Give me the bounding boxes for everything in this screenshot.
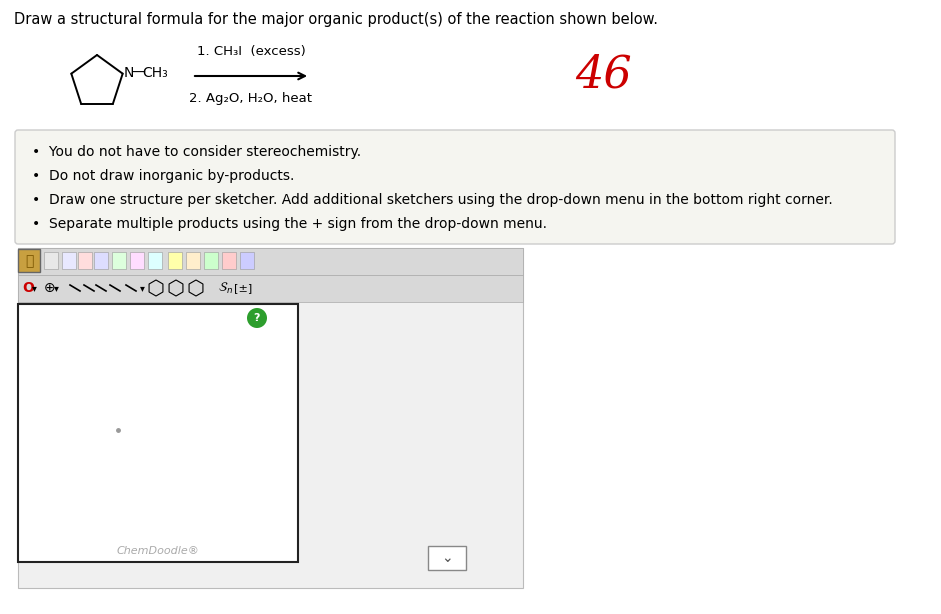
Bar	[148, 252, 162, 269]
Text: •  Separate multiple products using the + sign from the drop-down menu.: • Separate multiple products using the +…	[32, 217, 547, 231]
Bar	[222, 252, 236, 269]
Text: 1. CH₃I  (excess): 1. CH₃I (excess)	[197, 45, 306, 58]
Bar	[18, 275, 523, 302]
Bar	[18, 304, 298, 562]
Text: $\mathcal{S}_n$: $\mathcal{S}_n$	[218, 281, 233, 295]
Text: •  Do not draw inorganic by-products.: • Do not draw inorganic by-products.	[32, 169, 295, 183]
Text: Draw a structural formula for the major organic product(s) of the reaction shown: Draw a structural formula for the major …	[14, 12, 658, 27]
Bar	[44, 252, 58, 269]
Text: ⊕: ⊕	[44, 281, 56, 295]
Bar	[168, 252, 182, 269]
Text: •  You do not have to consider stereochemistry.: • You do not have to consider stereochem…	[32, 145, 361, 159]
Text: ChemDoodle®: ChemDoodle®	[117, 546, 199, 556]
Text: ▾: ▾	[32, 283, 37, 293]
FancyBboxPatch shape	[15, 130, 895, 244]
Bar	[94, 252, 108, 269]
Bar	[78, 252, 92, 269]
Text: ✋: ✋	[24, 254, 33, 268]
Bar	[240, 252, 254, 269]
Text: ⌄: ⌄	[441, 551, 453, 565]
Circle shape	[247, 308, 267, 328]
Text: O: O	[22, 281, 34, 295]
Text: [±]: [±]	[234, 283, 252, 293]
Text: ▾: ▾	[54, 283, 59, 293]
FancyBboxPatch shape	[18, 249, 40, 272]
Text: ?: ?	[254, 313, 261, 323]
Bar	[18, 248, 523, 275]
Bar	[186, 252, 200, 269]
Text: 2. Ag₂O, H₂O, heat: 2. Ag₂O, H₂O, heat	[189, 92, 312, 105]
Text: •  Draw one structure per sketcher. Add additional sketchers using the drop-down: • Draw one structure per sketcher. Add a…	[32, 193, 833, 207]
Text: 46: 46	[575, 53, 631, 96]
Bar	[112, 252, 126, 269]
Text: —: —	[132, 66, 146, 80]
Text: ▾: ▾	[140, 283, 145, 293]
Bar	[62, 252, 76, 269]
Bar	[204, 252, 218, 269]
Bar	[428, 546, 466, 570]
Bar	[18, 248, 523, 588]
Bar	[130, 252, 144, 269]
Text: CH₃: CH₃	[143, 66, 168, 80]
Text: N: N	[123, 66, 134, 80]
